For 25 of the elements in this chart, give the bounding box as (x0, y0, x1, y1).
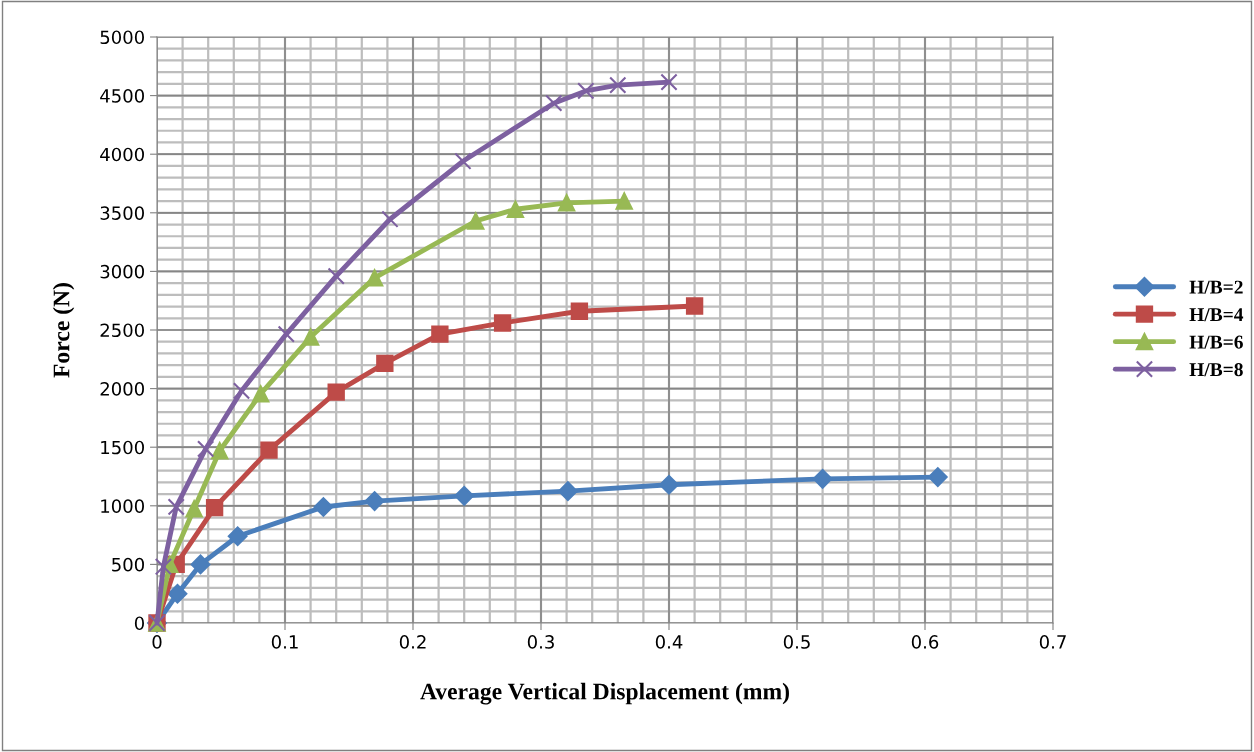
y-tick-label: 4500 (100, 89, 144, 103)
y-tick-label: 3500 (100, 206, 144, 220)
y-tick-label: 4000 (100, 147, 144, 162)
x-tick-label: 0.1 (271, 635, 298, 649)
legend-label: H/B=4 (1189, 308, 1244, 322)
x-tick-label: 0.2 (399, 635, 426, 649)
legend-label: H/B=6 (1189, 335, 1243, 349)
x-tick-label: 0.3 (527, 635, 554, 649)
legend-label: H/B=2 (1189, 280, 1243, 294)
legend-label: H/B=8 (1189, 363, 1243, 377)
x-tick-label: 0.4 (655, 635, 683, 649)
y-tick-label: 1500 (101, 440, 144, 455)
x-tick-label: 0.6 (911, 635, 939, 649)
y-tick-label: 2000 (100, 382, 144, 396)
x-tick-label: 0.7 (1039, 635, 1066, 649)
y-tick-label: 3000 (100, 264, 144, 279)
y-tick-label: 500 (112, 557, 144, 572)
x-tick-label: 0 (152, 635, 162, 649)
y-tick-label: 1000 (101, 499, 144, 513)
x-tick-label: 0.5 (783, 635, 810, 649)
y-tick-label: 2500 (100, 323, 144, 338)
y-tick-label: 0 (134, 616, 144, 631)
y-axis-title: Force (N) (52, 283, 75, 378)
x-axis-title: Average Vertical Displacement (mm) (420, 682, 789, 705)
y-tick-label: 5000 (100, 30, 144, 45)
